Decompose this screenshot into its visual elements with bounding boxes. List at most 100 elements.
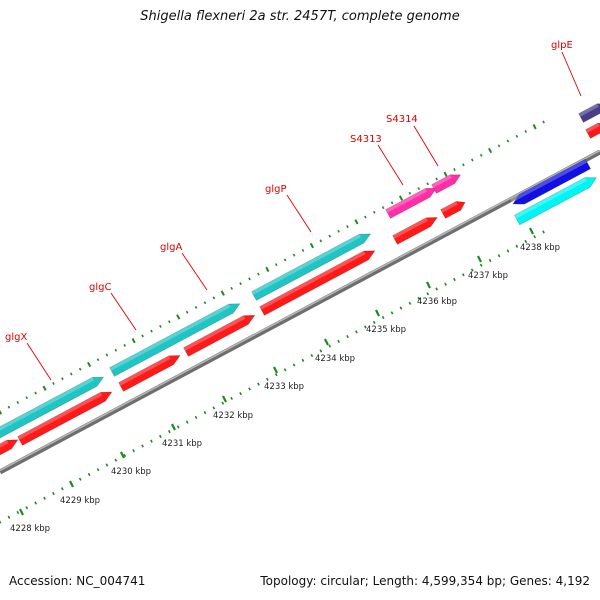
misc-rna-S4313-highlight [385, 188, 427, 213]
cds-red-7-highlight [440, 201, 458, 213]
ruler-minor-tick [506, 249, 510, 253]
gene-labels: glgX glgC glgA glgP S4313 S4314 glpE [5, 40, 582, 381]
upper-tick [265, 266, 270, 273]
upper-tick [78, 367, 82, 371]
gene-teal-2-highlight [109, 304, 231, 371]
misc-rna-S4314 [431, 174, 462, 194]
upper-tick [150, 329, 153, 333]
ruler-minor-tick [0, 520, 2, 524]
ruler-minor-tick [435, 287, 439, 291]
ruler-minor-tick [194, 415, 198, 419]
misc-rna-S4314-highlight [431, 174, 452, 188]
ruler-minor-tick [150, 439, 153, 443]
ruler-minor-tick [114, 458, 118, 462]
ruler-minor-tick [132, 449, 136, 453]
gene-teal-2 [109, 303, 241, 377]
upper-tick [16, 401, 20, 404]
feature-purple-highlight [578, 103, 599, 117]
ruler-major-tick [529, 227, 534, 235]
feature-blue-highlight [510, 159, 588, 203]
ruler-minor-tick [167, 430, 171, 434]
ruler-minor-tick [159, 434, 162, 439]
ruler-minor-tick [542, 230, 545, 234]
cds-red-1-highlight [0, 440, 9, 448]
upper-tick [515, 134, 519, 138]
ruler-minor-tick [248, 387, 251, 391]
upper-tick [497, 144, 501, 148]
cds-red-5-highlight [259, 251, 366, 310]
upper-tick [470, 158, 474, 162]
upper-tick [248, 277, 251, 281]
upper-tick [443, 171, 448, 177]
ruler-minor-tick [461, 273, 465, 277]
upper-tick [319, 239, 323, 243]
upper-tick [426, 182, 430, 186]
ruler-minor-tick [25, 506, 29, 510]
ruler-major-tick [222, 395, 227, 403]
ruler-major-tick [171, 423, 176, 431]
feature-cyan-highlight [514, 177, 587, 219]
upper-tick [328, 234, 332, 238]
upper-tick [167, 320, 171, 324]
upper-tick [176, 314, 181, 320]
ruler-minor-tick [78, 477, 82, 481]
upper-tick [61, 377, 64, 381]
gene-label-glpE: glpE [551, 40, 573, 51]
upper-tick [292, 253, 296, 257]
upper-tick [159, 324, 162, 328]
upper-tick [453, 168, 456, 171]
genome-backbone-highlight [0, 149, 600, 472]
cds-red-2-highlight [17, 392, 103, 440]
ruler-minor-tick [176, 425, 180, 429]
upper-tick [435, 177, 438, 181]
label-leader-S4314 [413, 125, 439, 167]
ruler-major-tick [273, 366, 278, 374]
feature-cyan [513, 177, 597, 226]
upper-tick [203, 301, 207, 305]
ruler-minor-tick [123, 453, 127, 458]
upper-tick [274, 263, 278, 267]
ruler-major-tick [69, 480, 74, 488]
accession-text: Accession: NC_004741 [9, 574, 146, 588]
upper-tick [141, 334, 144, 338]
ruler-minor-tick [239, 392, 242, 396]
ruler-minor-tick [274, 373, 278, 377]
upper-tick [7, 405, 11, 409]
ruler-tick-label: 4230 kbp [111, 467, 151, 477]
ruler-minor-tick [399, 306, 403, 310]
cds-red-right [585, 122, 600, 139]
upper-tick [390, 201, 394, 205]
upper-tick [69, 372, 73, 376]
upper-tick [479, 153, 483, 157]
ruler-minor-tick [7, 515, 11, 519]
ruler-minor-tick [221, 401, 225, 405]
ruler-minor-tick [417, 296, 421, 301]
ruler-major-tick [19, 508, 24, 516]
ruler-minor-tick [444, 282, 447, 286]
cds-red-6-highlight [392, 217, 428, 239]
ruler-minor-tick [43, 496, 46, 500]
ruler-tick-label: 4238 kbp [520, 243, 560, 253]
ruler-minor-tick [408, 301, 412, 305]
upper-tick [398, 195, 404, 201]
gene-label-S4314: S4314 [386, 114, 418, 125]
cds-red-6 [392, 217, 438, 245]
upper-tick [488, 147, 493, 154]
upper-tick [52, 382, 55, 385]
feature-tracks [0, 103, 600, 475]
ruler-minor-tick [372, 320, 376, 324]
upper-tick [417, 187, 421, 191]
ruler-tick-label: 4235 kbp [366, 325, 406, 335]
upper-tick [105, 353, 109, 357]
map-title: Shigella flexneri 2a str. 2457T, complet… [140, 9, 460, 24]
ruler-minor-tick [497, 254, 501, 258]
ruler-major-tick [426, 281, 431, 289]
ruler-tick-label: 4231 kbp [162, 439, 202, 449]
upper-tick [185, 310, 189, 314]
kbp-ruler: 4228 kbp 4229 kbp 4230 kbp 4231 kbp 4232 kbp… [0, 120, 560, 534]
cds-red-right-highlight [585, 123, 600, 133]
upper-tick [34, 391, 37, 395]
upper-tick [239, 282, 242, 286]
ruler-minor-tick [346, 335, 349, 339]
ruler-tick-label: 4233 kbp [264, 382, 304, 392]
